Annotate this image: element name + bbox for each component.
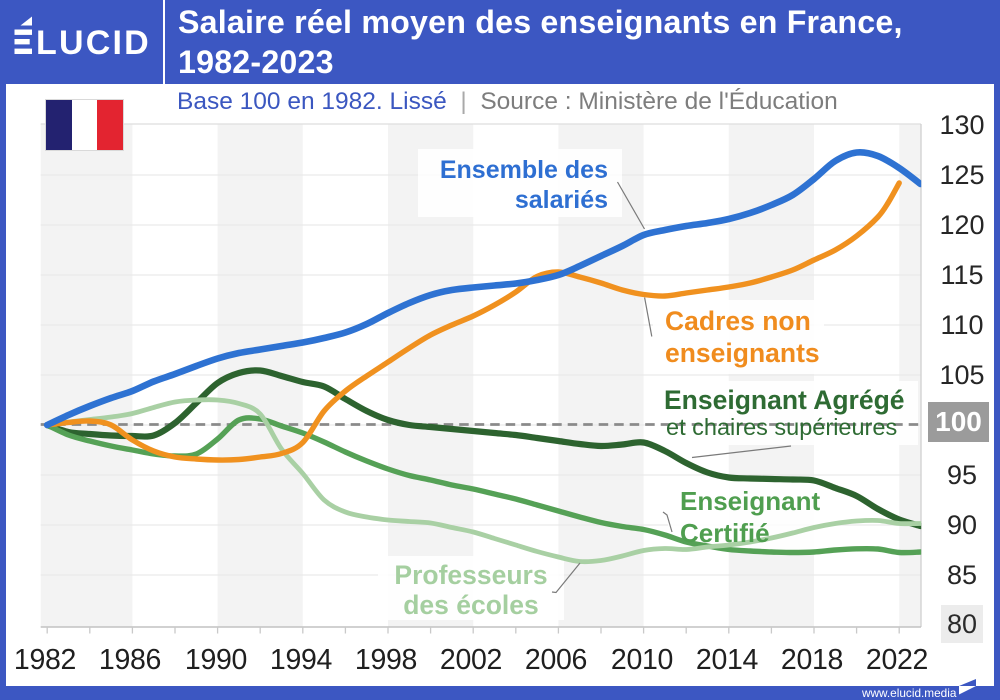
svg-text:LUCID: LUCID	[36, 24, 151, 62]
